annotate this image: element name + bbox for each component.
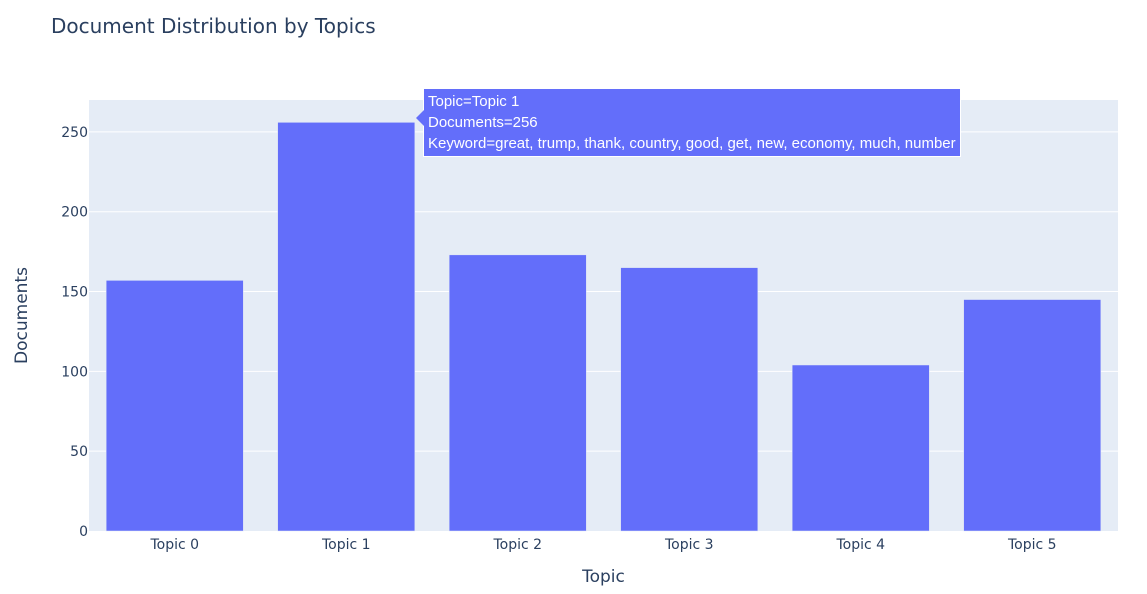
tooltip-line-documents: Documents=256 bbox=[428, 114, 538, 131]
bar-topic-5[interactable] bbox=[963, 299, 1102, 532]
plot-area bbox=[89, 100, 1118, 531]
hover-tooltip: Topic=Topic 1 Documents=256 Keyword=grea… bbox=[416, 88, 961, 157]
x-tick-label: Topic 3 bbox=[664, 537, 714, 553]
x-tick-label: Topic 5 bbox=[1007, 537, 1057, 553]
y-tick-label: 250 bbox=[61, 125, 88, 141]
tooltip-line-topic: Topic=Topic 1 bbox=[428, 93, 520, 110]
tooltip-line-keyword: Keyword=great, trump, thank, country, go… bbox=[428, 135, 956, 152]
bar-topic-1[interactable] bbox=[277, 122, 416, 532]
chart-title: Document Distribution by Topics bbox=[51, 14, 376, 38]
bars bbox=[105, 122, 1102, 532]
y-axis-title: Documents bbox=[12, 267, 32, 364]
y-tick-label: 0 bbox=[79, 524, 88, 540]
y-tick-label: 200 bbox=[61, 205, 88, 221]
x-tick-label: Topic 1 bbox=[321, 537, 371, 553]
bar-topic-2[interactable] bbox=[448, 254, 587, 532]
y-axis-ticks: 0 50 100 150 200 250 bbox=[61, 125, 88, 540]
y-tick-label: 100 bbox=[61, 364, 88, 380]
x-tick-label: Topic 0 bbox=[149, 537, 199, 553]
y-tick-label: 50 bbox=[70, 444, 88, 460]
x-axis-ticks: Topic 0 Topic 1 Topic 2 Topic 3 Topic 4 Topic… bbox=[149, 537, 1056, 553]
y-tick-label: 150 bbox=[61, 285, 88, 301]
x-axis-title: Topic bbox=[581, 567, 625, 587]
tooltip-arrow bbox=[416, 110, 424, 126]
bar-topic-4[interactable] bbox=[791, 364, 930, 532]
bar-topic-0[interactable] bbox=[105, 280, 244, 532]
x-tick-label: Topic 2 bbox=[492, 537, 542, 553]
x-tick-label: Topic 4 bbox=[835, 537, 885, 553]
bar-topic-3[interactable] bbox=[620, 267, 759, 532]
